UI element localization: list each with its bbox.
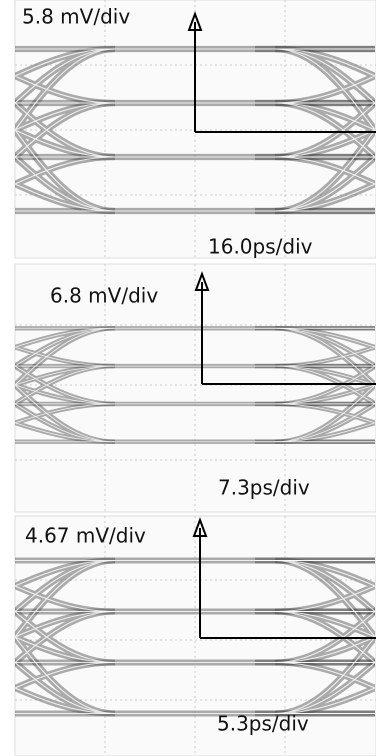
figure: 5.8 mV/div 16.0ps/div 6.8 mV/div 7.3ps/d…	[0, 0, 376, 756]
time-scale: 7.3ps/div	[218, 476, 310, 500]
eye-panel: 6.8 mV/div 7.3ps/div	[0, 264, 376, 512]
time-scale: 5.3ps/div	[217, 712, 309, 736]
page: 5.8 mV/div 16.0ps/div 6.8 mV/div 7.3ps/d…	[0, 0, 376, 756]
voltage-scale: 5.8 mV/div	[22, 5, 130, 29]
eye-panel: 5.8 mV/div 16.0ps/div	[0, 0, 376, 259]
voltage-scale: 4.67 mV/div	[25, 524, 146, 548]
voltage-scale: 6.8 mV/div	[50, 284, 158, 308]
eye-panel: 4.67 mV/div 5.3ps/div	[0, 516, 376, 756]
time-scale: 16.0ps/div	[208, 235, 313, 259]
